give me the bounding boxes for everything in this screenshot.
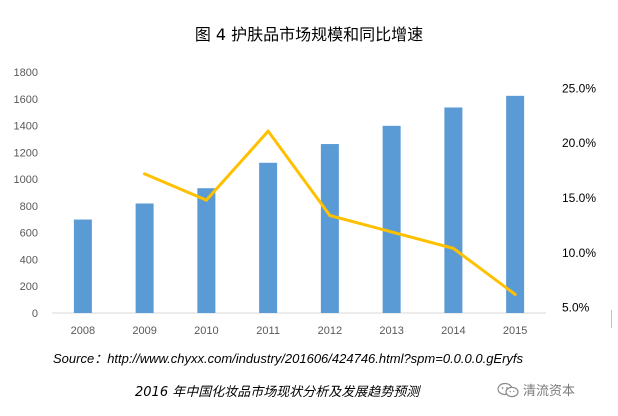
right-axis-tick-label: 10.0% [562,246,596,260]
bar-2014 [444,107,463,313]
bar-2012 [320,144,339,313]
x-tick-label: 2008 [71,325,95,337]
left-axis-tick-label: 1400 [14,121,38,133]
watermark-text: 清流资本 [523,384,576,399]
x-tick-label: 2013 [379,325,403,337]
x-tick-label: 2012 [318,325,342,337]
left-axis-tick-label: 1200 [14,147,38,159]
source-text: Source：http://www.chyxx.com/industry/201… [53,351,524,366]
wechat-icon [497,382,519,397]
left-axis-tick-label: 1600 [14,94,38,106]
left-axis-tick-label: 600 [20,228,38,240]
border-fragment [611,310,612,328]
growth-point-2015 [513,292,517,296]
bar-2009 [135,203,154,313]
growth-point-2010 [204,198,208,202]
growth-point-2013 [390,230,394,234]
x-tick-label: 2009 [132,325,156,337]
right-axis-tick-label: 25.0% [562,81,596,95]
x-tick-label: 2014 [441,325,465,337]
left-axis-tick-label: 1800 [14,67,38,79]
growth-point-2011 [266,129,270,133]
bar-2008 [73,219,92,313]
growth-point-2009 [143,172,147,176]
right-axis-tick-label: 20.0% [562,136,596,150]
x-tick-label: 2015 [503,325,527,337]
left-axis-tick-label: 400 [20,254,38,266]
left-axis-tick-label: 1000 [14,174,38,186]
bar-2015 [506,95,525,314]
x-tick-label: 2010 [194,325,218,337]
caption-text: 2016 年中国化妆品市场现状分析及发展趋势预测 [135,385,420,400]
bar-2013 [382,125,401,313]
left-axis-tick-label: 200 [20,281,38,293]
growth-point-2012 [328,214,332,218]
right-axis-tick-label: 15.0% [562,191,596,205]
watermark: 清流资本 [497,380,575,399]
growth-point-2014 [451,246,455,250]
left-axis-tick-label: 0 [32,308,38,320]
left-axis-tick-label: 800 [20,201,38,213]
right-axis-tick-label: 5.0% [562,301,590,315]
chart-title: 图 4 护肤品市场规模和同比增速 [194,25,424,44]
bar-2011 [259,162,278,313]
bar-2010 [197,188,216,313]
x-tick-label: 2011 [256,325,280,337]
